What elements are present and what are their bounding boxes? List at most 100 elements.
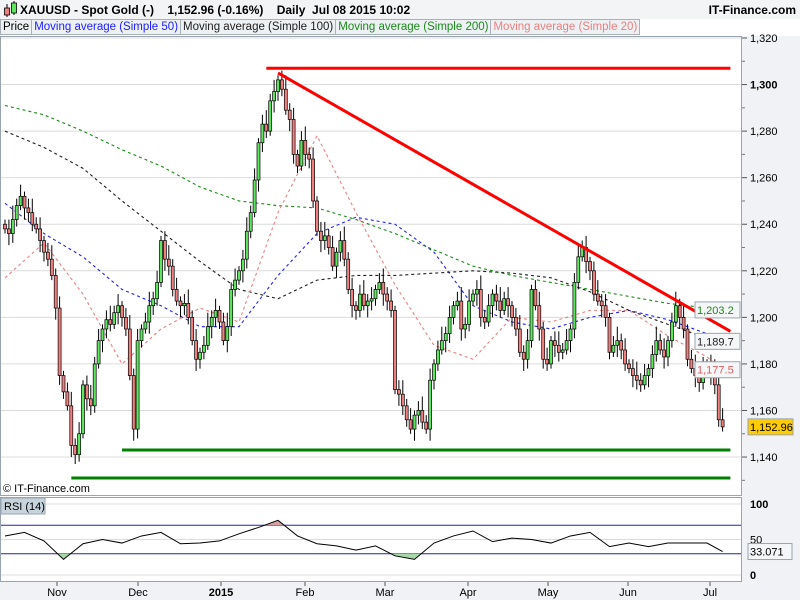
candle-body (268, 100, 273, 132)
candle-body (155, 282, 159, 300)
candle-body (603, 305, 608, 318)
candle-body (299, 140, 304, 167)
x-tick-label: May (538, 587, 559, 599)
candle-body (237, 270, 241, 281)
candle-body (436, 349, 440, 365)
candle-body (120, 305, 124, 318)
candle-body (77, 433, 81, 456)
candle-body (256, 142, 261, 181)
moving-average-line (4, 104, 723, 311)
candle-body (38, 228, 42, 241)
legend-sma200[interactable]: Moving average (Simple 200) (335, 19, 492, 35)
candle-body (576, 256, 581, 283)
x-tick-label: Nov (47, 587, 67, 599)
candle-body (549, 340, 553, 365)
candle-body (634, 375, 639, 381)
candle-body (307, 154, 312, 160)
candle-body (330, 247, 335, 267)
candle-body (178, 300, 183, 307)
legend-price[interactable]: Price (0, 19, 33, 35)
candle-body (595, 293, 600, 302)
legend-sma20[interactable]: Moving average (Simple 20) (490, 19, 641, 35)
candle-body (693, 368, 698, 376)
y-tick-label: 1,160 (750, 405, 778, 417)
candle-body (475, 289, 479, 295)
candle-body (264, 123, 269, 132)
candle-body (525, 340, 530, 360)
candle-body (580, 247, 585, 258)
last-value-box (694, 361, 741, 379)
last-value-box (694, 301, 741, 319)
candle-body (654, 340, 659, 355)
candle-body (424, 421, 429, 430)
candle-body (467, 300, 471, 325)
rsi-last-value-box (747, 543, 793, 561)
candle-body (482, 317, 487, 323)
main-panel (0, 36, 742, 496)
candle-body (701, 368, 705, 383)
rsi-oversold-fill (57, 553, 422, 560)
resistance-diagonal-trendline (277, 71, 732, 333)
candle-body (584, 247, 588, 262)
candle-body (170, 265, 175, 290)
candle-body (225, 326, 230, 341)
candle-body (631, 368, 635, 376)
candle-body (174, 289, 179, 302)
candle-body (677, 305, 682, 318)
candle-body (116, 305, 120, 314)
candle-body (646, 368, 651, 376)
candle-body (697, 375, 702, 383)
candle-body (342, 240, 347, 260)
legend-sma50[interactable]: Moving average (Simple 50) (31, 19, 182, 35)
candle-body (166, 258, 171, 267)
candle-body (272, 91, 276, 102)
candle-body (108, 319, 113, 325)
last-value-label: 1,203.2 (697, 305, 734, 317)
candle-body (96, 340, 101, 365)
candle-body (322, 235, 327, 241)
legend-label: Moving average (Simple 100) (183, 21, 334, 33)
candle-body (560, 349, 565, 353)
candle-body (443, 333, 448, 341)
date-axis-background (0, 582, 742, 600)
candle-body (127, 328, 132, 376)
instrument-title: XAUUSD - Spot Gold (-) 1,152.96 (-0.16%)… (20, 3, 411, 17)
candle-body (46, 251, 50, 260)
candle-body (369, 298, 374, 302)
candle-body (213, 310, 218, 318)
candlestick-logo-icon (4, 1, 17, 17)
candle-body (373, 289, 378, 300)
candle-body (650, 354, 655, 369)
candle-body (65, 391, 70, 407)
candle-body (311, 158, 315, 202)
candle-body (217, 310, 222, 323)
candle-body (338, 240, 343, 253)
candle-body (346, 258, 351, 290)
candle-body (248, 212, 253, 232)
brand-name: IT-Finance.com (708, 3, 796, 17)
candle-body (354, 305, 358, 311)
candle-body (88, 398, 93, 407)
candle-body (73, 445, 78, 456)
candle-body (135, 340, 140, 430)
legend-sma100[interactable]: Moving average (Simple 100) (180, 19, 337, 35)
candle-body (673, 305, 678, 323)
last-value-label: 1,189.7 (697, 336, 734, 348)
y-tick-label: 1,280 (750, 126, 778, 138)
candle-body (607, 317, 612, 353)
candle-body (545, 358, 549, 365)
last-value-box (747, 418, 794, 436)
candle-body (198, 351, 202, 360)
candle-body (85, 384, 89, 400)
candle-body (490, 293, 495, 307)
candle-body (283, 88, 288, 111)
candle-body (326, 235, 331, 248)
candle-body (92, 363, 97, 407)
rsi-tick-label: 0 (750, 570, 756, 582)
candle-body (619, 340, 624, 351)
candle-body (642, 375, 647, 386)
candle-body (61, 375, 66, 393)
candle-body (541, 328, 546, 360)
last-value-box (694, 332, 741, 350)
